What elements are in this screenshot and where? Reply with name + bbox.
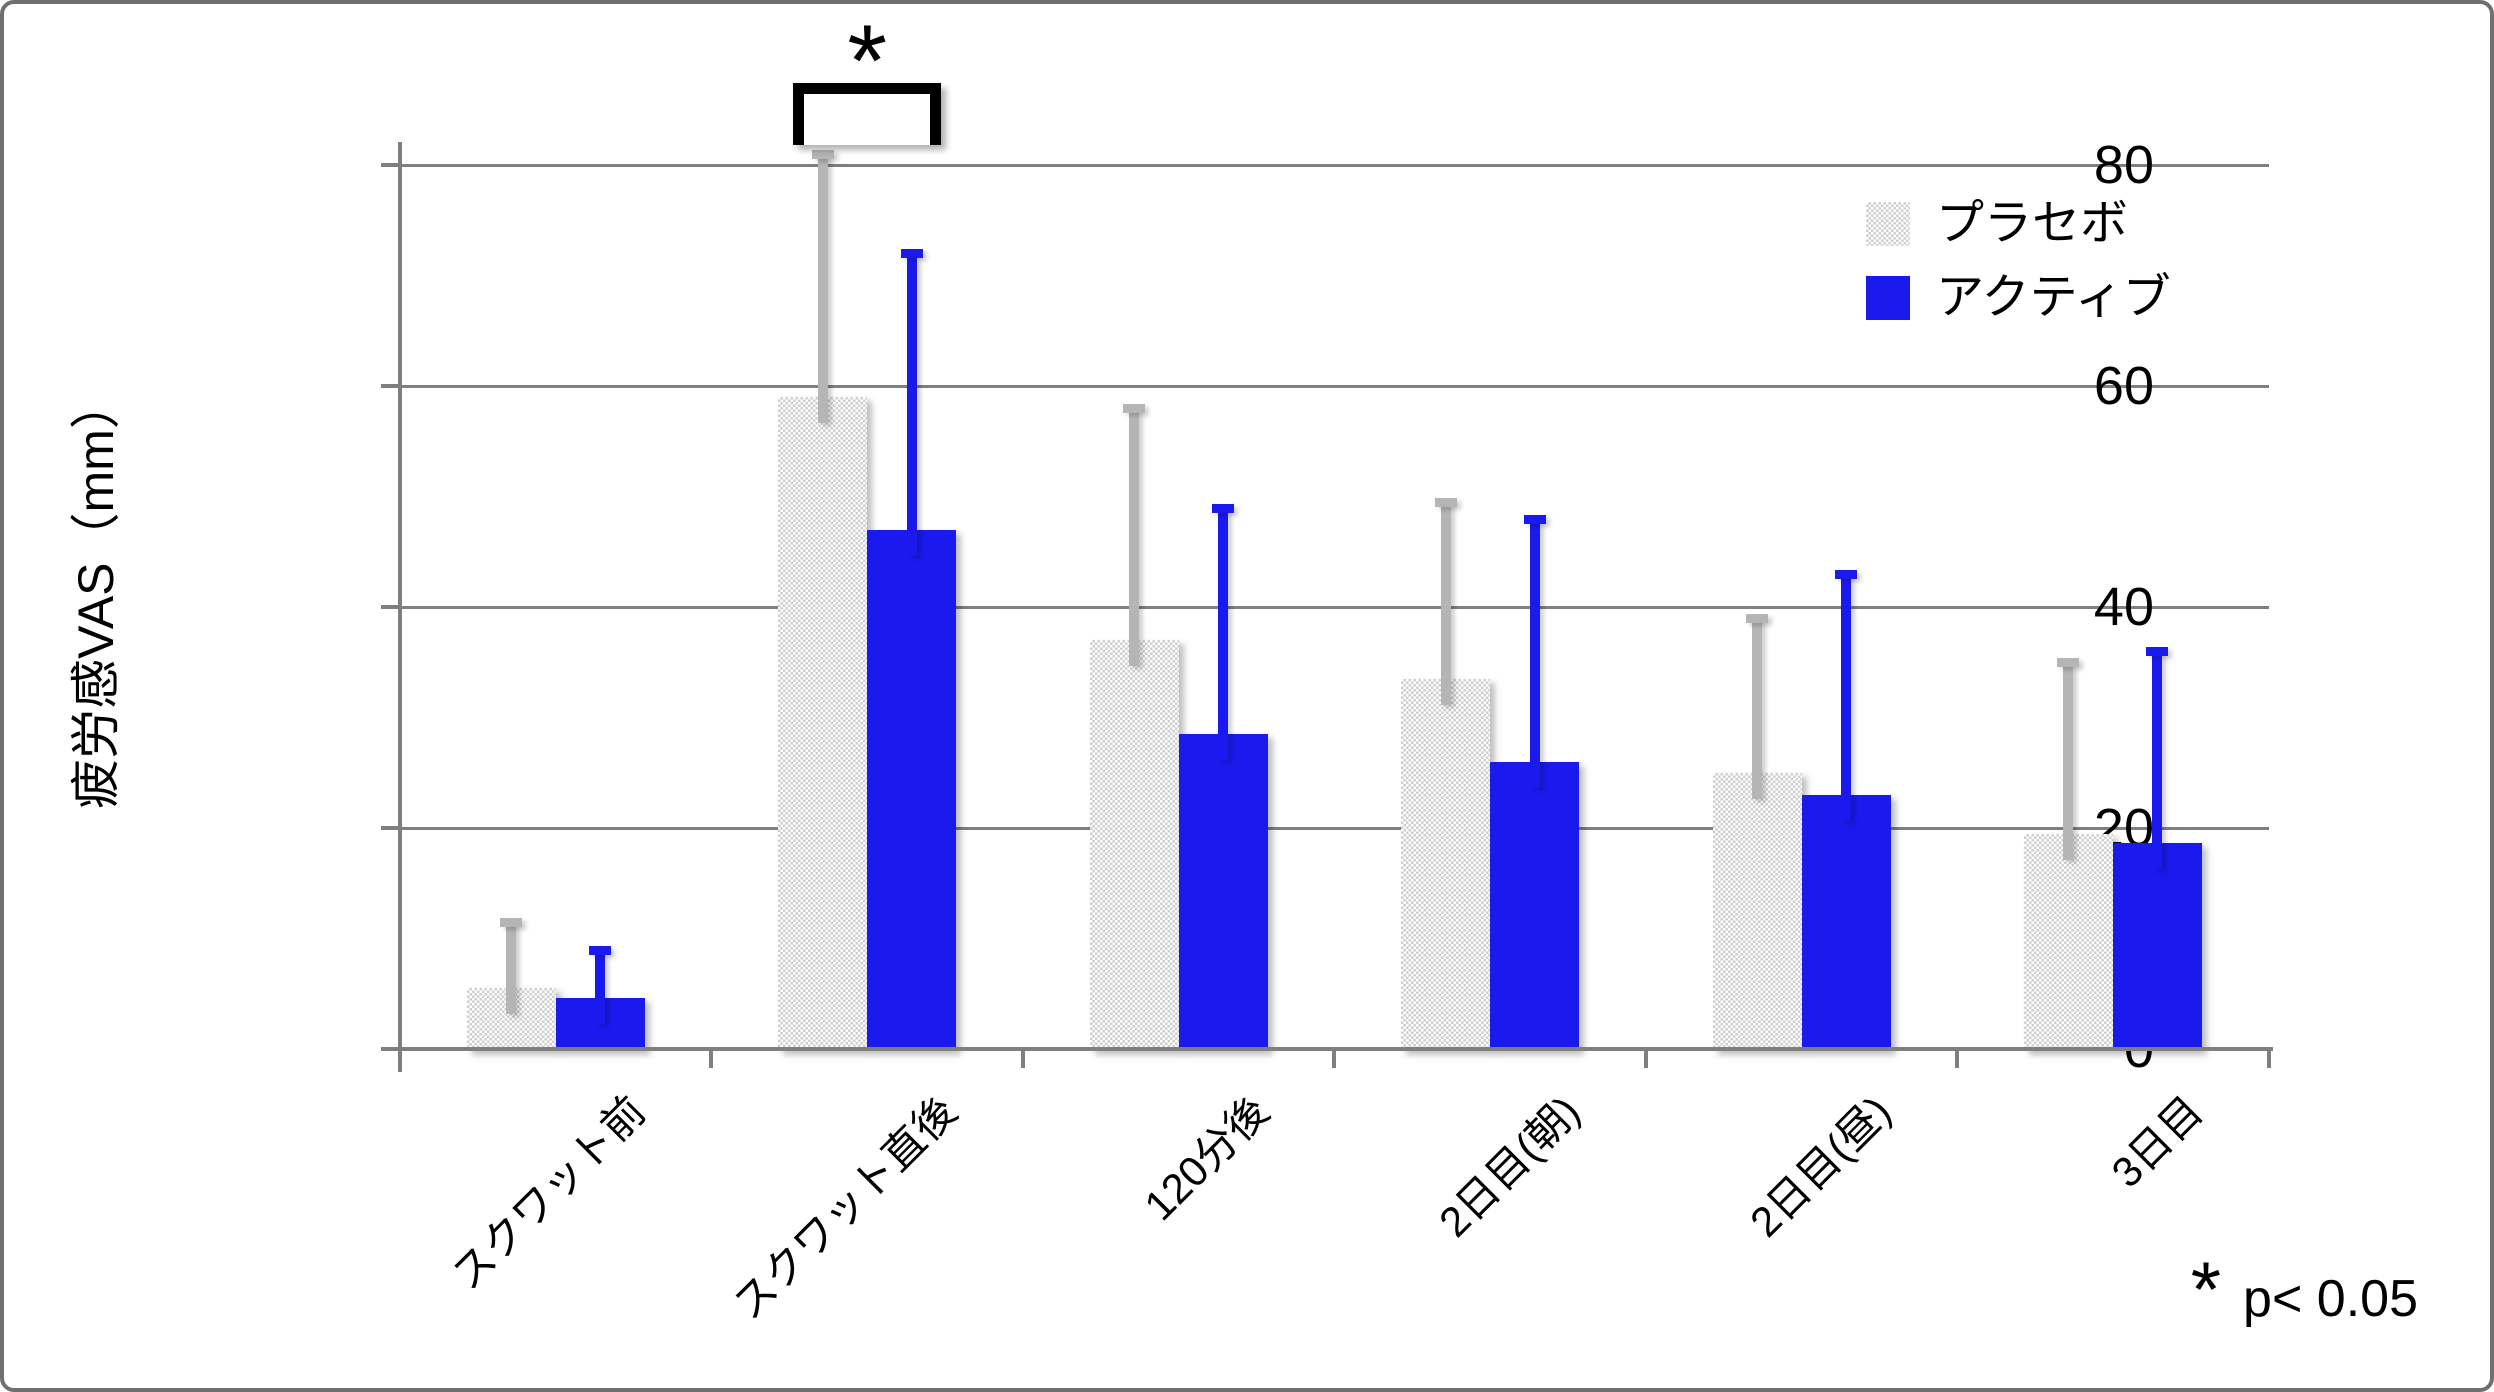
gridline-40: [400, 606, 2269, 609]
bar-active-5: [2112, 843, 2202, 1051]
error-bar-line: [2152, 651, 2163, 870]
error-bar-line: [1129, 408, 1140, 667]
y-axis-tick: [381, 605, 400, 609]
error-bar-line: [1440, 502, 1451, 705]
gridline-20: [400, 827, 2269, 830]
x-axis-label-3: 2日目(朝): [1429, 1087, 1589, 1246]
bar-active-4: [1801, 794, 1891, 1051]
x-axis-tick: [1020, 1051, 1025, 1068]
bar-placebo-2: [1089, 640, 1179, 1051]
error-bar-cap: [1523, 514, 1546, 524]
bar-placebo-1: [778, 397, 868, 1051]
p-value-text: p< 0.05: [2243, 1270, 2418, 1328]
error-bar-cap: [1123, 404, 1146, 414]
x-axis-label-0: スクワット前: [442, 1087, 655, 1299]
error-bar-line: [1218, 507, 1229, 761]
x-axis-tick: [1955, 1051, 1960, 1068]
legend-item-active: アクティブ: [1866, 274, 2171, 322]
error-bar-line: [906, 253, 917, 556]
y-axis-tick: [381, 1047, 400, 1051]
error-bar-cap: [1212, 503, 1235, 513]
error-bar-cap: [589, 945, 612, 955]
gridline-60: [400, 385, 2269, 388]
x-axis-tick: [398, 1051, 402, 1068]
error-bar-cap: [900, 249, 923, 259]
legend-label: プラセボ: [1936, 197, 2129, 250]
y-axis-line: [398, 142, 402, 1072]
error-bar-cap: [2057, 658, 2080, 668]
significance-asterisk: *: [847, 4, 888, 118]
bar-placebo-3: [1401, 678, 1491, 1051]
error-bar-cap: [2146, 647, 2169, 657]
x-axis-label-2: 120分後: [1134, 1087, 1277, 1230]
y-axis-tick: [381, 384, 400, 388]
x-axis-tick: [1643, 1051, 1648, 1068]
legend-swatch-placebo: [1866, 202, 1910, 246]
error-bar-cap: [1835, 569, 1858, 579]
error-bar-line: [1752, 618, 1763, 799]
y-axis-tick: [381, 826, 400, 830]
x-axis-tick: [1332, 1051, 1337, 1068]
bar-placebo-4: [1712, 772, 1802, 1051]
error-bar-cap: [1746, 614, 1769, 624]
significance-bracket: [793, 83, 942, 145]
error-bar-line: [1529, 518, 1540, 788]
bar-placebo-5: [2023, 833, 2113, 1051]
x-axis-label-1: スクワット直後: [724, 1087, 966, 1329]
error-bar-cap: [500, 917, 523, 927]
error-bar-line: [1841, 573, 1852, 821]
y-tick-label: 80: [2093, 135, 2154, 195]
y-tick-label: 40: [2093, 577, 2154, 637]
legend: プラセボ アクティブ: [1866, 200, 2171, 348]
error-bar-cap: [811, 149, 834, 159]
error-bar-line: [506, 921, 517, 1015]
error-bar-line: [595, 949, 606, 1025]
legend-swatch-active: [1866, 276, 1910, 320]
y-axis-title: 疲労感VAS（mm）: [68, 379, 124, 809]
p-value-note: * p< 0.05: [2191, 1250, 2418, 1328]
bar-active-3: [1490, 761, 1580, 1051]
error-bar-line: [817, 153, 828, 424]
x-axis-line: [398, 1047, 2273, 1051]
legend-item-placebo: プラセボ: [1866, 200, 2171, 248]
gridline-80: [400, 164, 2269, 167]
x-axis-label-5: 3日目: [2102, 1087, 2212, 1197]
legend-label: アクティブ: [1936, 271, 2171, 324]
x-axis-tick: [709, 1051, 714, 1068]
bar-active-2: [1178, 734, 1268, 1051]
y-axis-tick: [381, 163, 400, 167]
x-axis-tick: [2266, 1051, 2271, 1068]
error-bar-cap: [1434, 498, 1457, 508]
x-axis-label-4: 2日目(昼): [1741, 1087, 1900, 1246]
bar-active-1: [867, 529, 957, 1051]
y-tick-label: 60: [2093, 356, 2154, 416]
error-bar-line: [2063, 662, 2074, 860]
plot-area: 疲労感VAS（mm） 020406080スクワット前スクワット直後120分後2日…: [4, 4, 2490, 1388]
asterisk-icon: *: [2190, 1245, 2222, 1333]
